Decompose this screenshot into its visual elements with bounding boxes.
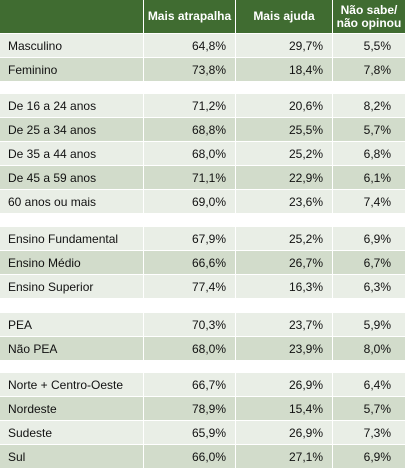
row-label: De 35 a 44 anos — [0, 142, 144, 165]
table-row: Sul 66,0% 27,1% 6,9% — [0, 445, 405, 469]
nao-sabe-value: 7,8% — [333, 58, 405, 81]
nao-sabe-value: 5,9% — [333, 313, 405, 336]
table-header: Mais atrapalha Mais ajuda Não sabe/ não … — [0, 0, 405, 33]
row-label: Sudeste — [0, 421, 144, 444]
row-label: Nordeste — [0, 397, 144, 420]
nao-sabe-value: 6,9% — [333, 445, 405, 468]
mais-ajuda-value: 25,5% — [236, 118, 333, 141]
group-spacer — [0, 214, 405, 228]
nao-sabe-value: 8,2% — [333, 94, 405, 117]
mais-ajuda-value: 26,7% — [236, 251, 333, 274]
table-row: Sudeste 65,9% 26,9% 7,3% — [0, 421, 405, 445]
mais-ajuda-value: 29,7% — [236, 34, 333, 57]
table-row: De 16 a 24 anos 71,2% 20,6% 8,2% — [0, 94, 405, 118]
nao-sabe-value: 6,9% — [333, 227, 405, 250]
nao-sabe-value: 7,4% — [333, 190, 405, 213]
nao-sabe-value: 6,7% — [333, 251, 405, 274]
mais-atrapalha-value: 68,0% — [144, 142, 236, 165]
nao-sabe-value: 7,3% — [333, 421, 405, 444]
table-row: Nordeste 78,9% 15,4% 5,7% — [0, 397, 405, 421]
nao-sabe-value: 5,5% — [333, 34, 405, 57]
mais-atrapalha-value: 77,4% — [144, 275, 236, 298]
mais-atrapalha-value: 64,8% — [144, 34, 236, 57]
mais-atrapalha-value: 70,3% — [144, 313, 236, 336]
mais-ajuda-value: 26,9% — [236, 373, 333, 396]
mais-atrapalha-value: 78,9% — [144, 397, 236, 420]
mais-ajuda-value: 16,3% — [236, 275, 333, 298]
table-row: Ensino Médio 66,6% 26,7% 6,7% — [0, 251, 405, 275]
row-label: 60 anos ou mais — [0, 190, 144, 213]
nao-sabe-value: 5,7% — [333, 118, 405, 141]
mais-ajuda-value: 25,2% — [236, 227, 333, 250]
mais-atrapalha-value: 68,8% — [144, 118, 236, 141]
mais-atrapalha-value: 65,9% — [144, 421, 236, 444]
table-row: 60 anos ou mais 69,0% 23,6% 7,4% — [0, 190, 405, 214]
row-label: Masculino — [0, 34, 144, 57]
nao-sabe-value: 5,7% — [333, 397, 405, 420]
header-nao-sabe-line1: Não sabe/ — [340, 2, 398, 17]
mais-ajuda-value: 23,6% — [236, 190, 333, 213]
mais-atrapalha-value: 73,8% — [144, 58, 236, 81]
nao-sabe-value: 6,8% — [333, 142, 405, 165]
group-spacer — [0, 299, 405, 313]
table-row: De 35 a 44 anos 68,0% 25,2% 6,8% — [0, 142, 405, 166]
mais-ajuda-value: 18,4% — [236, 58, 333, 81]
mais-atrapalha-value: 67,9% — [144, 227, 236, 250]
row-label: Ensino Superior — [0, 275, 144, 298]
header-mais-atrapalha: Mais atrapalha — [144, 0, 236, 33]
mais-atrapalha-value: 66,0% — [144, 445, 236, 468]
row-label: De 16 a 24 anos — [0, 94, 144, 117]
table-row: Feminino 73,8% 18,4% 7,8% — [0, 58, 405, 82]
row-label: Ensino Médio — [0, 251, 144, 274]
mais-ajuda-value: 26,9% — [236, 421, 333, 444]
mais-atrapalha-value: 71,2% — [144, 94, 236, 117]
mais-ajuda-value: 23,7% — [236, 313, 333, 336]
table-row: PEA 70,3% 23,7% 5,9% — [0, 313, 405, 337]
nao-sabe-value: 8,0% — [333, 337, 405, 360]
table-row: Não PEA 68,0% 23,9% 8,0% — [0, 337, 405, 361]
mais-ajuda-value: 23,9% — [236, 337, 333, 360]
nao-sabe-value: 6,4% — [333, 373, 405, 396]
header-nao-sabe-line2: não opinou — [336, 15, 402, 30]
table-row: De 45 a 59 anos 71,1% 22,9% 6,1% — [0, 166, 405, 190]
row-label: Ensino Fundamental — [0, 227, 144, 250]
row-label: De 45 a 59 anos — [0, 166, 144, 189]
nao-sabe-value: 6,1% — [333, 166, 405, 189]
mais-ajuda-value: 22,9% — [236, 166, 333, 189]
table-row: Ensino Superior 77,4% 16,3% 6,3% — [0, 275, 405, 299]
row-label: De 25 a 34 anos — [0, 118, 144, 141]
header-empty-cell — [0, 0, 144, 33]
mais-ajuda-value: 27,1% — [236, 445, 333, 468]
row-label: Sul — [0, 445, 144, 468]
mais-atrapalha-value: 71,1% — [144, 166, 236, 189]
row-label: Feminino — [0, 58, 144, 81]
group-spacer — [0, 82, 405, 96]
row-label: PEA — [0, 313, 144, 336]
table-row: De 25 a 34 anos 68,8% 25,5% 5,7% — [0, 118, 405, 142]
mais-atrapalha-value: 66,6% — [144, 251, 236, 274]
nao-sabe-value: 6,3% — [333, 275, 405, 298]
row-label: Norte + Centro-Oeste — [0, 373, 144, 396]
group-spacer — [0, 361, 405, 375]
table-row: Norte + Centro-Oeste 66,7% 26,9% 6,4% — [0, 373, 405, 397]
mais-atrapalha-value: 68,0% — [144, 337, 236, 360]
header-nao-sabe: Não sabe/ não opinou — [333, 0, 405, 33]
mais-ajuda-value: 15,4% — [236, 397, 333, 420]
mais-ajuda-value: 20,6% — [236, 94, 333, 117]
mais-ajuda-value: 25,2% — [236, 142, 333, 165]
mais-atrapalha-value: 69,0% — [144, 190, 236, 213]
mais-atrapalha-value: 66,7% — [144, 373, 236, 396]
row-label: Não PEA — [0, 337, 144, 360]
table-row: Ensino Fundamental 67,9% 25,2% 6,9% — [0, 227, 405, 251]
header-mais-ajuda: Mais ajuda — [236, 0, 333, 33]
table-row: Masculino 64,8% 29,7% 5,5% — [0, 34, 405, 58]
